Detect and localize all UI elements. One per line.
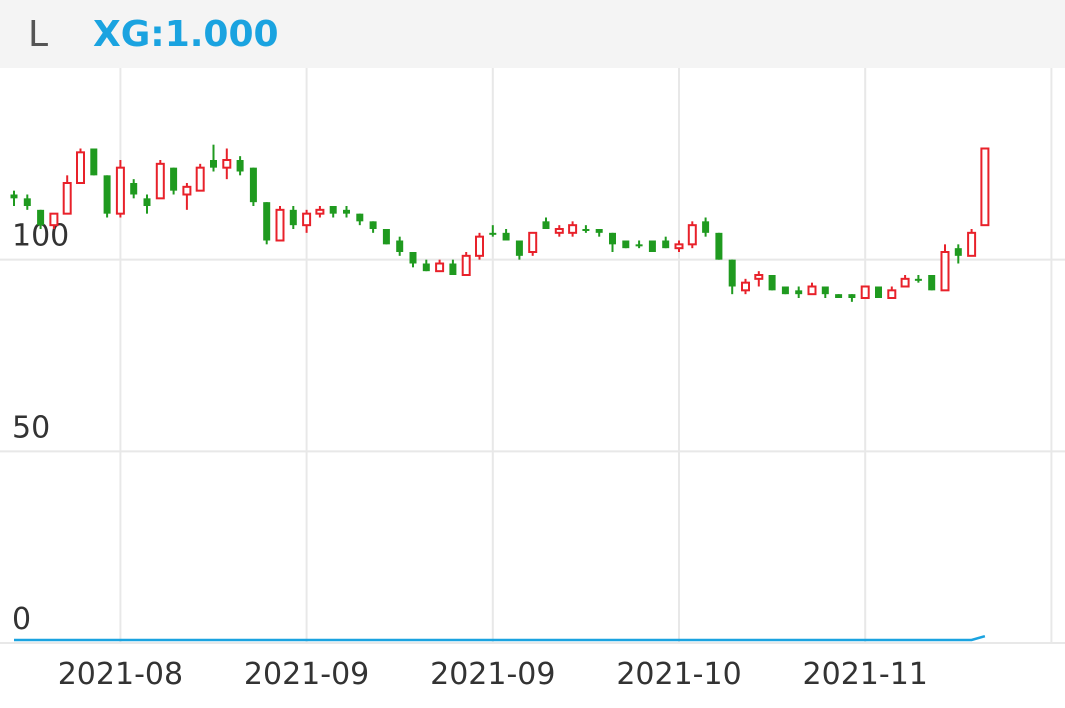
candle-body: [648, 240, 656, 252]
candle-body: [435, 262, 445, 273]
candle-body: [515, 240, 523, 256]
candle-body: [210, 160, 217, 168]
candle-body: [821, 286, 829, 295]
candle-body: [222, 159, 232, 169]
candle-body: [914, 278, 922, 281]
candle-body: [396, 240, 404, 252]
candle-body: [954, 248, 962, 256]
candle-body: [622, 240, 630, 249]
candle-body: [236, 160, 244, 172]
candle-body: [595, 229, 603, 233]
x-tick-label: 2021-10: [616, 657, 741, 692]
candle-body: [609, 232, 616, 245]
candle-body: [275, 208, 285, 242]
candle-body: [62, 182, 72, 215]
candle-body: [382, 229, 390, 245]
candle-body: [687, 224, 697, 246]
candle-body: [795, 290, 803, 295]
x-tick-label: 2021-08: [58, 657, 183, 692]
candle-body: [356, 213, 364, 222]
candle-body: [182, 185, 192, 196]
candle-body: [754, 274, 764, 280]
candle-body: [835, 294, 843, 298]
candle-body: [249, 167, 257, 203]
candle-body: [940, 251, 950, 292]
candle-body: [887, 289, 897, 299]
candle-body: [461, 254, 471, 276]
candle-body: [90, 148, 98, 176]
candle-body: [542, 221, 550, 229]
candle-body: [702, 221, 710, 233]
candle-body: [23, 198, 31, 206]
indicator-label: XG:1.000: [93, 14, 279, 55]
x-tick-label: 2021-09: [430, 657, 555, 692]
candle-body: [741, 281, 750, 292]
candle-body: [568, 224, 578, 234]
candle-body: [409, 252, 417, 264]
candle-body: [662, 240, 670, 249]
candle-body: [928, 275, 936, 291]
candle-body: [781, 286, 789, 295]
left-label: L: [28, 14, 49, 55]
candle-body: [343, 209, 350, 214]
candle-body: [289, 209, 297, 226]
candle-body: [369, 221, 377, 229]
candle-body: [449, 263, 457, 275]
candle-body: [103, 175, 111, 214]
indicator-line: [14, 634, 986, 642]
candle-body: [195, 166, 205, 192]
candle-body: [302, 212, 312, 227]
candle-body: [900, 277, 910, 288]
candle-body: [967, 231, 977, 257]
candle-body: [489, 232, 497, 235]
candle-body: [170, 167, 178, 191]
candle-body: [875, 286, 882, 298]
candle-body: [728, 259, 736, 287]
candle-body: [980, 147, 990, 227]
candle-body: [37, 209, 45, 226]
candle-body: [76, 151, 85, 185]
y-tick-label: 0: [12, 602, 31, 637]
candle-body: [848, 294, 856, 298]
header-bar: L XG:1.000: [0, 0, 1065, 68]
candle-body: [635, 244, 643, 247]
candle-body: [554, 228, 564, 234]
candle-body: [10, 194, 18, 199]
candle-body: [582, 229, 590, 231]
candle-body: [143, 198, 151, 206]
candle-body: [860, 285, 870, 299]
candle-body: [115, 166, 125, 215]
candle-body: [502, 232, 510, 241]
candle-body: [674, 243, 684, 250]
candle-body: [422, 263, 430, 272]
candle-body: [768, 275, 776, 291]
candle-body: [329, 206, 337, 214]
candle-body: [475, 235, 484, 257]
y-tick-label: 50: [12, 410, 50, 445]
candle-body: [315, 208, 325, 215]
candle-body: [715, 232, 723, 260]
candle-body: [155, 162, 165, 200]
candle-body: [263, 202, 271, 241]
candle-body: [130, 183, 138, 195]
candle-body: [528, 231, 538, 253]
candle-body: [49, 212, 59, 227]
x-tick-label: 2021-11: [803, 657, 928, 692]
x-tick-label: 2021-09: [244, 657, 369, 692]
candle-body: [807, 285, 817, 296]
